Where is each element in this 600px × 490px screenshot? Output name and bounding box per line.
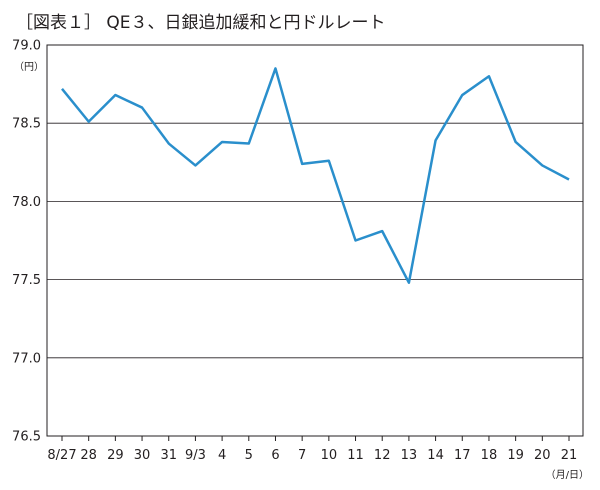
y-axis-ticks: 79.0 78.5 78.0 77.5 77.0 76.5: [12, 39, 41, 445]
chart-title: ［図表１］ QE３、日銀追加緩和と円ドルレート: [16, 13, 386, 33]
x-tick-label: 9/3: [185, 448, 206, 463]
x-tick-label: 8/27: [47, 448, 76, 463]
x-tick-label: 20: [534, 448, 551, 463]
y-tick-label: 79.0: [12, 39, 41, 54]
y-tick-label: 76.5: [12, 430, 41, 445]
x-tick-label: 6: [271, 448, 279, 463]
y-tick-label: 77.0: [12, 351, 41, 366]
gridlines: [47, 122, 583, 359]
x-tick-label: 18: [481, 448, 498, 463]
x-tick-label: 30: [134, 448, 151, 463]
x-tick-label: 14: [427, 448, 444, 463]
y-tick-label: 78.5: [12, 117, 41, 132]
x-axis-ticks: 8/27 28 29 30 31 9/3 4 5 6 7 10 11 12 13 14 17 18 19 20 21: [47, 436, 577, 463]
x-tick-label: 31: [160, 448, 177, 463]
x-tick-label: 4: [218, 448, 226, 463]
y-tick-label: 77.5: [12, 273, 41, 288]
x-tick-label: 10: [321, 448, 338, 463]
x-tick-label: 28: [80, 448, 97, 463]
x-axis-unit: （月/日）: [546, 469, 589, 481]
x-tick-label: 5: [245, 448, 253, 463]
y-tick-label: 78.0: [12, 195, 41, 210]
x-tick-label: 17: [454, 448, 471, 463]
x-tick-label: 13: [401, 448, 418, 463]
x-tick-label: 19: [507, 448, 524, 463]
x-tick-label: 11: [347, 448, 364, 463]
x-tick-label: 7: [298, 448, 306, 463]
y-axis-unit: （円）: [14, 61, 44, 73]
x-tick-label: 29: [107, 448, 124, 463]
x-tick-label: 21: [561, 448, 578, 463]
x-tick-label: 12: [374, 448, 391, 463]
plot-frame: [46, 44, 584, 437]
series-line: [61, 67, 570, 284]
